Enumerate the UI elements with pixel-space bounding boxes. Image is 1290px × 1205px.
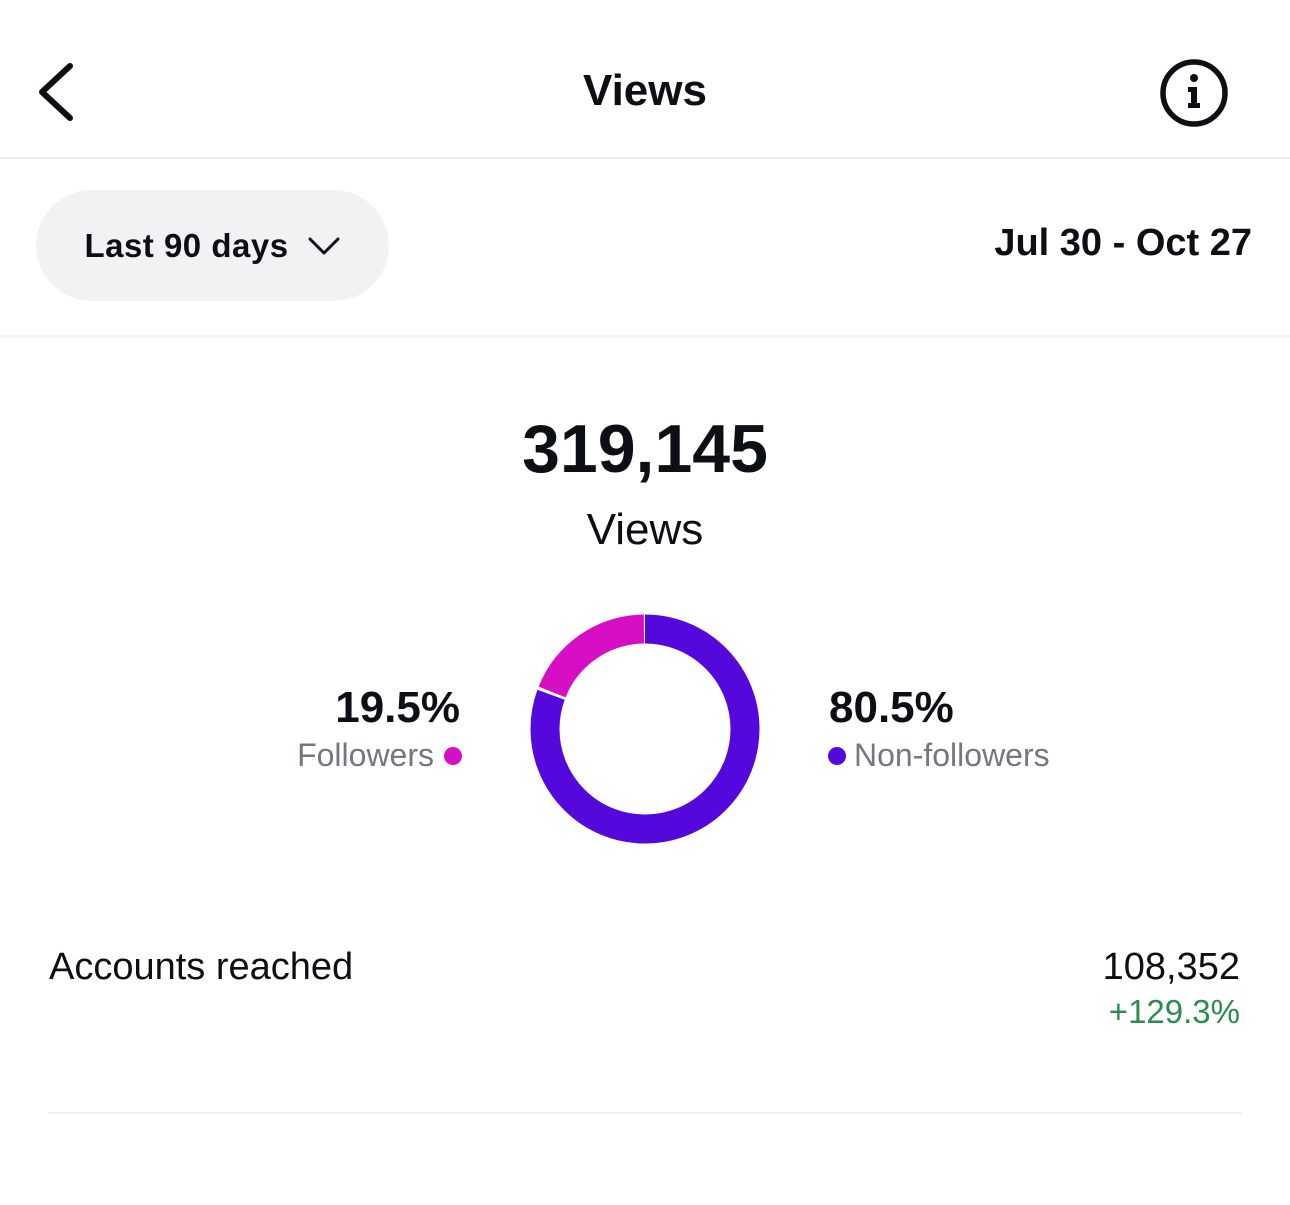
chevron-left-icon — [39, 63, 73, 121]
non-followers-segment — [530, 614, 760, 844]
filter-bar — [0, 159, 1290, 338]
non-followers-percent: 80.5% — [829, 683, 954, 732]
page-title: Views — [583, 66, 707, 115]
divider — [48, 1112, 1242, 1114]
accounts-reached-label: Accounts reached — [49, 946, 354, 988]
followers-legend-label: Followers — [297, 737, 434, 773]
back-button[interactable] — [30, 58, 90, 124]
followers-percent: 19.5% — [335, 683, 460, 732]
accounts-reached-delta: +129.3% — [1108, 993, 1240, 1030]
accounts-reached-value: 108,352 — [1102, 946, 1240, 988]
date-range-text: Jul 30 - Oct 27 — [994, 222, 1252, 264]
info-circle-icon — [1160, 59, 1228, 127]
date-range-dropdown-label: Last 90 days — [84, 226, 289, 264]
header-bar: Views — [0, 0, 1290, 159]
followers-dot-icon — [444, 746, 462, 765]
total-views-value: 319,145 — [522, 411, 768, 487]
non-followers-dot-icon — [828, 746, 846, 765]
total-views-label: Views — [586, 505, 704, 554]
info-button[interactable] — [1158, 57, 1230, 129]
views-donut-chart — [530, 614, 760, 844]
followers-legend: Followers — [297, 737, 462, 774]
non-followers-legend-label: Non-followers — [854, 737, 1050, 773]
chevron-down-icon — [308, 237, 340, 254]
date-range-dropdown[interactable]: Last 90 days — [36, 190, 389, 301]
non-followers-legend: Non-followers — [828, 737, 1050, 774]
